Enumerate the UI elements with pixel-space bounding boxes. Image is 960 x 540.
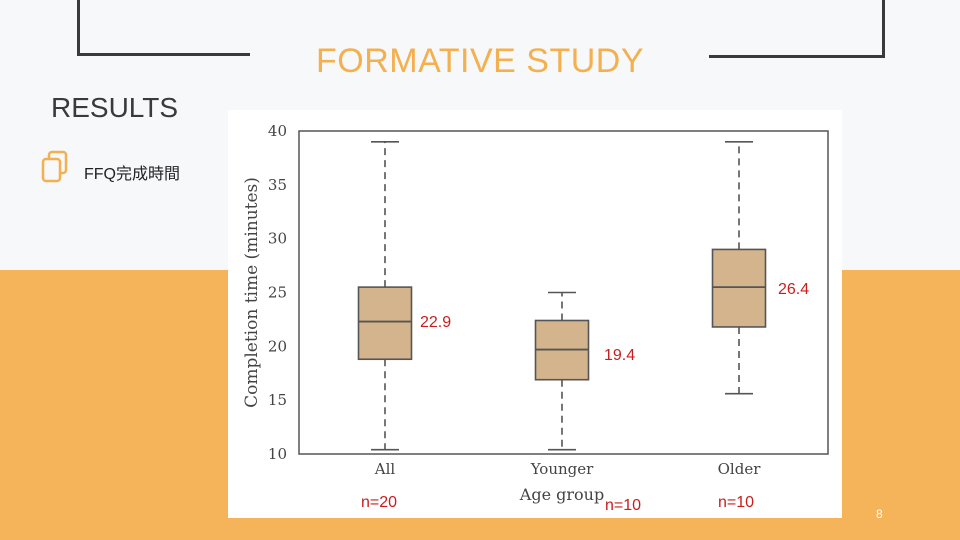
mean-annotation: 26.4: [778, 281, 809, 298]
y-tick-label: 40: [268, 122, 287, 140]
section-heading: RESULTS: [51, 92, 179, 123]
y-tick-label: 15: [268, 391, 287, 409]
page-number: 8: [876, 507, 883, 521]
plot-frame: [298, 130, 829, 455]
y-tick-label: 35: [268, 176, 287, 194]
title-frame-left: [77, 0, 250, 56]
y-tick-label: 30: [268, 230, 287, 248]
y-axis-label: Completion time (minutes): [242, 177, 262, 408]
x-tick-label: Older: [718, 460, 762, 478]
x-tick-label: Younger: [530, 460, 594, 478]
title-frame-right: [709, 0, 885, 58]
boxplot-chart: 10 15 20 25 30 35 40 Completion time (minutes) A…: [242, 122, 829, 514]
box-all: [357, 286, 413, 361]
slide-title: FORMATIVE STUDY: [316, 42, 644, 80]
box-older: [711, 248, 767, 328]
sample-size-label: n=10: [718, 494, 754, 511]
y-tick-label: 25: [268, 284, 287, 302]
x-axis-label: Age group: [519, 485, 604, 504]
y-tick-label: 10: [268, 445, 287, 463]
copy-icon: [41, 150, 68, 183]
sample-size-label: n=10: [605, 497, 641, 514]
bullet-text: FFQ完成時間: [84, 166, 180, 183]
boxplot-panel: 10 15 20 25 30 35 40 Completion time (minutes) A…: [228, 110, 842, 518]
x-tick-label: All: [374, 460, 396, 478]
y-tick-label: 20: [268, 337, 287, 355]
mean-annotation: 22.9: [420, 314, 451, 331]
mean-annotation: 19.4: [604, 347, 635, 364]
sample-size-label: n=20: [361, 494, 397, 511]
